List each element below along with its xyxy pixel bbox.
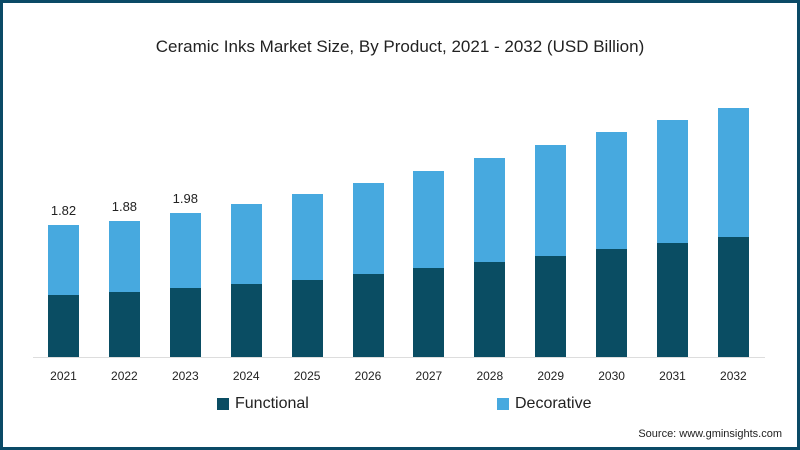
bar-segment-functional — [352, 274, 384, 357]
bar-segment-decorative — [48, 225, 79, 295]
bar-2022 — [108, 220, 140, 357]
legend-item-decorative: Decorative — [497, 395, 591, 413]
bar-2032 — [717, 108, 749, 357]
x-tick-label: 2031 — [659, 369, 686, 383]
bar-2031 — [657, 119, 688, 357]
legend-item-functional: Functional — [217, 395, 309, 413]
bar-segment-decorative — [230, 204, 262, 284]
data-label: 1.88 — [111, 198, 138, 214]
bar-segment-decorative — [291, 193, 323, 281]
bar-segment-decorative — [596, 132, 628, 249]
bar-segment-functional — [413, 267, 445, 357]
bar-2025 — [291, 193, 323, 357]
bar-segment-decorative — [108, 220, 140, 292]
bar-segment-functional — [230, 283, 262, 357]
x-tick-label: 2022 — [111, 369, 138, 383]
legend-label: Decorative — [515, 395, 592, 412]
x-tick-label: 2028 — [476, 369, 504, 383]
bar-segment-decorative — [169, 213, 201, 289]
x-tick-label: 2024 — [232, 369, 260, 383]
bar-segment-decorative — [413, 171, 445, 268]
bar-segment-functional — [535, 256, 567, 357]
x-tick-label: 2030 — [598, 369, 625, 383]
bar-2027 — [413, 171, 445, 357]
x-tick-label: 2025 — [293, 369, 321, 383]
bar-2023 — [169, 213, 201, 357]
bar-segment-functional — [291, 280, 323, 357]
data-label: 1.98 — [172, 191, 198, 207]
bar-2030 — [596, 132, 628, 357]
data-label: 1.82 — [50, 203, 77, 219]
x-tick-label: 2023 — [171, 369, 199, 383]
bar-segment-decorative — [474, 158, 506, 263]
bar-segment-decorative — [352, 183, 384, 275]
bar-segment-decorative — [535, 145, 567, 257]
bar-segment-functional — [48, 294, 79, 357]
bar-segment-functional — [169, 288, 201, 357]
decorative-swatch — [497, 398, 509, 410]
functional-swatch — [217, 398, 229, 410]
bar-2024 — [230, 204, 262, 357]
bar-2029 — [535, 145, 567, 357]
x-tick-label: 2032 — [720, 369, 747, 383]
x-tick-label: 2029 — [537, 369, 565, 383]
bar-segment-functional — [596, 248, 628, 357]
legend-label: Functional — [235, 395, 309, 412]
chart-title: Ceramic Inks Market Size, By Product, 20… — [155, 37, 645, 56]
x-axis-line — [33, 357, 765, 358]
bar-2021 — [48, 225, 79, 357]
bar-segment-decorative — [717, 108, 749, 238]
bar-2026 — [352, 183, 384, 357]
bar-segment-functional — [657, 243, 688, 357]
x-tick-label: 2026 — [354, 369, 382, 383]
bar-segment-functional — [474, 262, 506, 357]
source-note: Source: www.gminsights.com — [638, 428, 782, 440]
x-tick-label: 2021 — [50, 369, 77, 383]
bar-2028 — [474, 158, 506, 357]
bar-segment-functional — [717, 237, 749, 357]
bar-segment-decorative — [657, 119, 688, 244]
bar-segment-functional — [108, 291, 140, 357]
x-tick-label: 2027 — [415, 369, 443, 383]
